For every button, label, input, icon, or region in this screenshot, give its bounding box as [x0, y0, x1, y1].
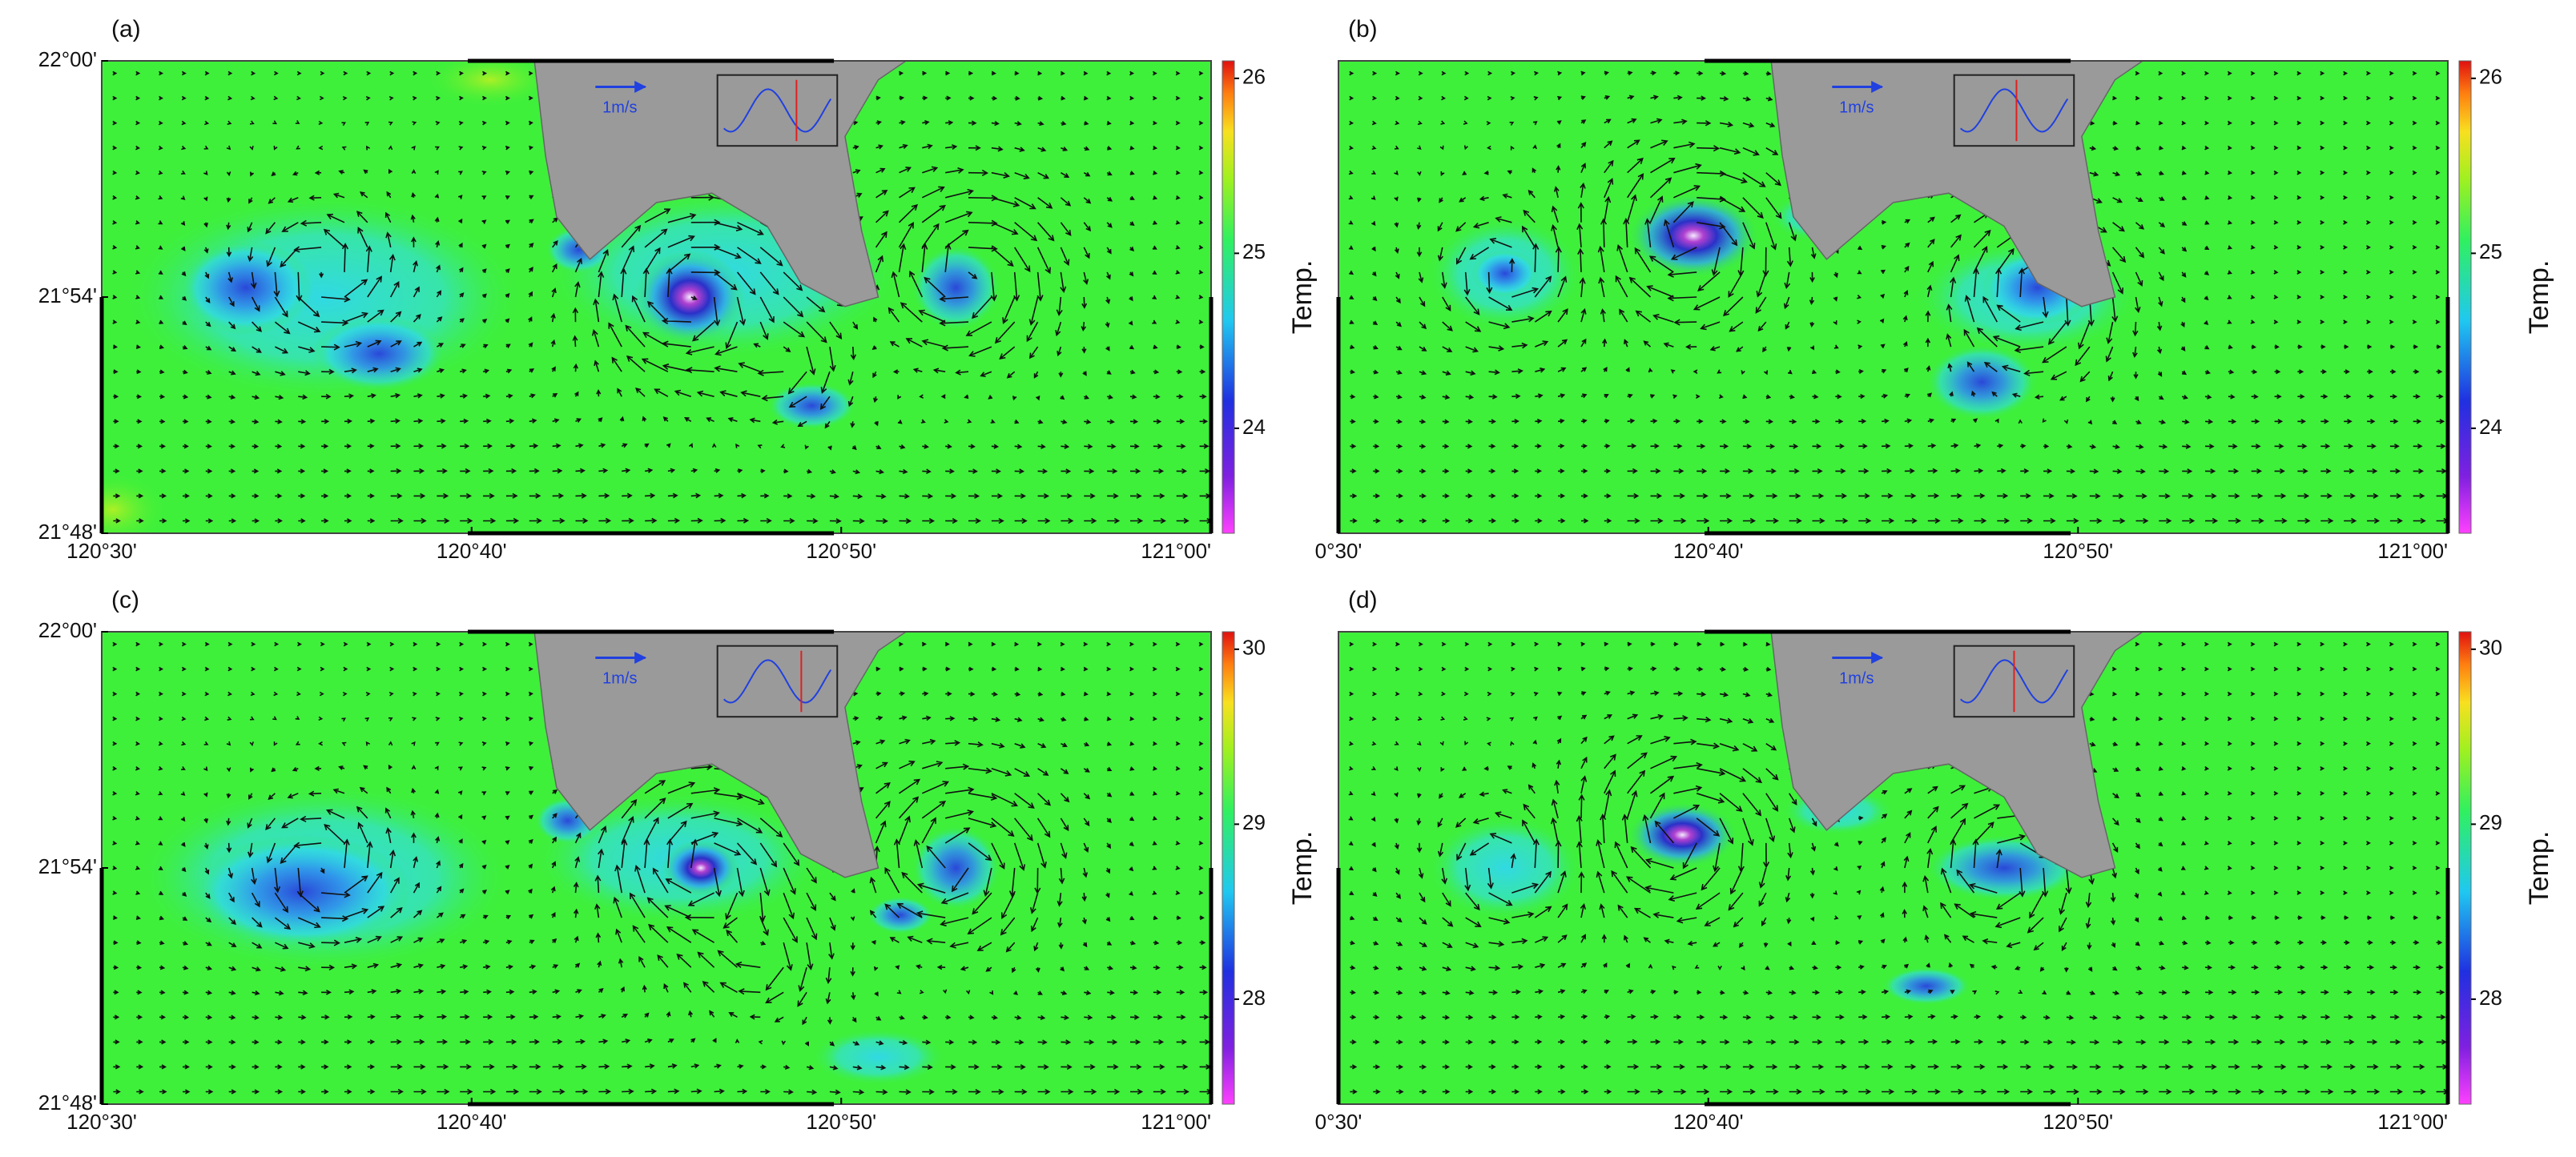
scale-label: 1m/s — [602, 669, 637, 687]
temperature-anomaly — [1471, 250, 1539, 297]
x-tick-label: 120°40' — [437, 1110, 507, 1134]
x-tick-label: 121°00' — [2377, 539, 2448, 563]
colorbar-tick-label: 26 — [2479, 65, 2502, 89]
inset-frame — [1953, 74, 2075, 147]
colorbar-label: Temp. — [2524, 260, 2554, 335]
colorbar-tick-label: 26 — [1242, 65, 1266, 89]
panel-label: (b) — [1348, 16, 1378, 42]
x-tick-label: 120°30' — [66, 539, 137, 563]
x-tick-label: 120°40' — [1673, 539, 1744, 563]
x-tick-label: 120°50' — [2043, 539, 2113, 563]
colorbar-tick-label: 29 — [1242, 810, 1266, 834]
temperature-anomaly — [102, 472, 169, 533]
y-tick-label: 21°48' — [38, 520, 97, 544]
map-body — [102, 61, 1211, 533]
colorbar — [2458, 631, 2472, 1105]
colorbar-tick-label: 24 — [2479, 415, 2502, 439]
temperature-anomaly — [767, 382, 856, 430]
colorbar-tick-label: 30 — [2479, 636, 2502, 660]
colorbar-label: Temp. — [1287, 260, 1318, 335]
colorbar — [1222, 631, 1235, 1105]
x-tick-label: 120°50' — [2043, 1110, 2113, 1134]
inset-curve — [1960, 88, 2069, 133]
temperature-anomaly — [1882, 966, 1971, 1006]
map-panel: 1m/s (b) 0°30' 120°40' 120°50' 121°00' 24 25 26 T… — [1315, 16, 2554, 563]
colorbar-label: Temp. — [1287, 831, 1318, 906]
map-panel: 1m/s (c) 120°30' 120°40' 120°50' 121°00' 21°48… — [38, 587, 1318, 1134]
temperature-anomaly — [312, 315, 446, 392]
inset-curve — [723, 659, 832, 704]
map-body — [102, 632, 1211, 1104]
colorbar-tick-label: 28 — [1242, 986, 1266, 1010]
map-body — [1338, 632, 2448, 1104]
x-tick-label: 121°00' — [2377, 1110, 2448, 1134]
y-tick-label: 21°48' — [38, 1091, 97, 1115]
panel-label: (c) — [111, 587, 139, 613]
y-tick-label: 22°00' — [38, 47, 97, 71]
temperature-anomaly — [867, 896, 934, 934]
temperature-anomaly — [662, 839, 740, 897]
map-body — [1338, 61, 2448, 533]
panel-label: (d) — [1348, 587, 1378, 613]
colorbar-tick-label: 25 — [2479, 239, 2502, 263]
colorbar-tick-label: 29 — [2479, 810, 2502, 834]
y-tick-label: 21°54' — [38, 854, 97, 878]
temperature-anomaly — [912, 245, 1000, 331]
map-panel: 1m/s (d) 0°30' 120°40' 120°50' 121°00' 28 29 30 T… — [1315, 587, 2554, 1134]
x-tick-label: 0°30' — [1315, 1110, 1362, 1134]
panel-label: (a) — [111, 16, 141, 42]
colorbar-label: Temp. — [2524, 831, 2554, 906]
colorbar-tick-label: 25 — [1242, 239, 1266, 263]
y-tick-label: 22°00' — [38, 618, 97, 642]
colorbar-tick-label: 28 — [2479, 986, 2502, 1010]
temperature-anomaly — [1926, 344, 2038, 420]
scale-label: 1m/s — [1839, 98, 1874, 116]
inset-curve — [723, 88, 832, 133]
colorbar-tick-label: 30 — [1242, 636, 1266, 660]
temperature-anomaly — [1627, 193, 1761, 279]
x-tick-label: 121°00' — [1141, 539, 1211, 563]
x-tick-label: 120°30' — [66, 1110, 137, 1134]
x-tick-label: 120°50' — [806, 539, 876, 563]
x-tick-label: 120°40' — [437, 539, 507, 563]
temperature-anomaly — [1627, 801, 1738, 868]
temperature-anomaly — [179, 240, 313, 335]
colorbar — [1222, 60, 1235, 534]
y-tick-label: 21°54' — [38, 283, 97, 307]
map-panel: 1m/s (a) 120°30' 120°40' 120°50' 121°00' 21°48… — [38, 16, 1318, 563]
temperature-anomaly — [811, 1028, 945, 1086]
temperature-anomaly — [190, 834, 413, 949]
scale-label: 1m/s — [1839, 669, 1874, 687]
temperature-anomaly — [634, 250, 746, 344]
temperature-anomaly — [423, 61, 557, 108]
colorbar — [2458, 60, 2472, 534]
scale-label: 1m/s — [602, 98, 637, 116]
x-tick-label: 120°40' — [1673, 1110, 1744, 1134]
x-tick-label: 0°30' — [1315, 539, 1362, 563]
colorbar-tick-label: 24 — [1242, 415, 1266, 439]
inset-frame — [716, 74, 839, 147]
x-tick-label: 120°50' — [806, 1110, 876, 1134]
x-tick-label: 121°00' — [1141, 1110, 1211, 1134]
inset-frame — [716, 645, 839, 718]
